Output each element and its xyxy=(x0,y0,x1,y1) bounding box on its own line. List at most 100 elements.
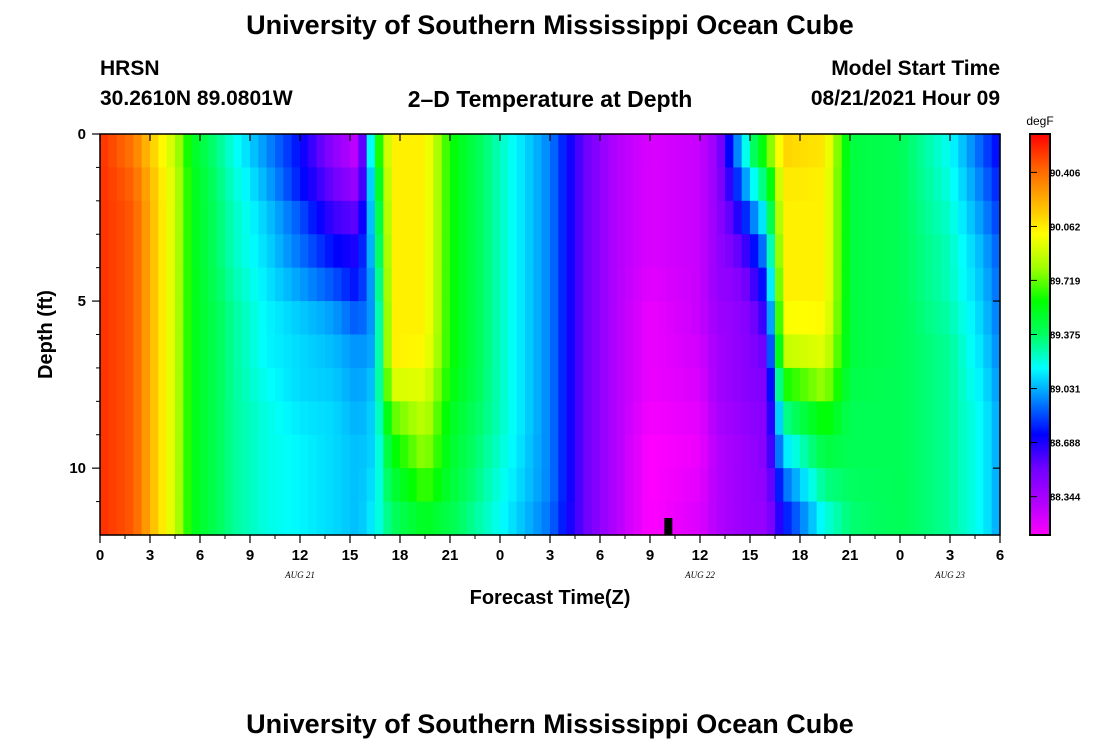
heatmap-cell xyxy=(891,468,901,503)
heatmap-cell xyxy=(866,134,876,169)
heatmap-cell xyxy=(741,134,751,169)
heatmap-cell xyxy=(341,367,351,402)
heatmap-cell xyxy=(291,134,301,169)
heatmap-cell xyxy=(316,468,326,503)
heatmap-cell xyxy=(675,267,684,302)
heatmap-cell xyxy=(250,134,259,169)
colorbar-units: degF xyxy=(1026,114,1053,128)
heatmap-cell xyxy=(666,200,676,235)
heatmap-cell xyxy=(283,434,293,469)
x-tick-label: 18 xyxy=(792,547,809,564)
heatmap-cell xyxy=(433,401,443,436)
heatmap-cell xyxy=(400,200,409,235)
heatmap-cell xyxy=(783,334,793,369)
heatmap-cell xyxy=(416,468,426,503)
heatmap-cell xyxy=(258,334,268,369)
heatmap-cell xyxy=(300,167,309,202)
heatmap-cell xyxy=(383,301,393,336)
heatmap-cell xyxy=(291,434,301,469)
heatmap-cell xyxy=(100,134,109,169)
heatmap-cell xyxy=(758,468,768,503)
heatmap-cell xyxy=(950,134,959,169)
heatmap-cell xyxy=(908,367,918,402)
heatmap-cell xyxy=(608,401,618,436)
heatmap-cell xyxy=(575,134,584,169)
heatmap-cell xyxy=(666,434,676,469)
heatmap-cell xyxy=(891,434,901,469)
heatmap-cell xyxy=(375,468,384,503)
heatmap-cell xyxy=(650,267,659,302)
heatmap-cell xyxy=(425,167,434,202)
heatmap-cell xyxy=(575,468,584,503)
heatmap-cell xyxy=(675,401,684,436)
heatmap-cell xyxy=(525,167,534,202)
heatmap-cell xyxy=(883,334,893,369)
heatmap-cell xyxy=(116,401,126,436)
heatmap-cell xyxy=(800,434,809,469)
heatmap-cell xyxy=(183,434,193,469)
heatmap-cell xyxy=(416,434,426,469)
heatmap-cell xyxy=(733,134,743,169)
heatmap-cell xyxy=(958,501,968,536)
heatmap-cell xyxy=(608,134,618,169)
heatmap-cell xyxy=(150,367,159,402)
heatmap-cell xyxy=(875,434,884,469)
heatmap-cell xyxy=(150,301,159,336)
heatmap-cell xyxy=(841,434,851,469)
heatmap-cell xyxy=(133,334,143,369)
heatmap-cell xyxy=(475,134,484,169)
heatmap-cell xyxy=(633,134,643,169)
heatmap-cell xyxy=(466,401,476,436)
heatmap-cell xyxy=(141,367,151,402)
heatmap-cell xyxy=(133,468,143,503)
heatmap-cell xyxy=(908,301,918,336)
heatmap-cell xyxy=(616,267,626,302)
heatmap-cell xyxy=(183,334,193,369)
heatmap-cell xyxy=(241,501,251,536)
heatmap-cell xyxy=(700,501,709,536)
heatmap-cell xyxy=(283,401,293,436)
heatmap-cell xyxy=(175,200,184,235)
heatmap-cell xyxy=(375,401,384,436)
heatmap-cell xyxy=(325,301,334,336)
heatmap-cell xyxy=(841,301,851,336)
heatmap-cell xyxy=(500,501,509,536)
heatmap-cell xyxy=(141,434,151,469)
heatmap-cell xyxy=(916,134,926,169)
heatmap-cell xyxy=(966,468,976,503)
heatmap-cell xyxy=(550,234,559,269)
heatmap-cell xyxy=(975,401,984,436)
heatmap-cell xyxy=(925,468,934,503)
heatmap-cell xyxy=(366,334,376,369)
y-axis-title: Depth (ft) xyxy=(35,290,57,379)
heatmap-cell xyxy=(950,234,959,269)
heatmap-cell xyxy=(900,468,909,503)
heatmap-cell xyxy=(458,234,468,269)
heatmap-cell xyxy=(958,301,968,336)
heatmap-cell xyxy=(225,134,234,169)
heatmap-cell xyxy=(441,468,451,503)
heatmap-cell xyxy=(475,501,484,536)
heatmap-cell xyxy=(808,434,818,469)
heatmap-cell xyxy=(516,267,526,302)
heatmap-cell xyxy=(658,434,668,469)
heatmap-cell xyxy=(900,267,909,302)
heatmap-cell xyxy=(250,301,259,336)
heatmap-cell xyxy=(450,334,459,369)
footer-title: University of Southern Mississippi Ocean… xyxy=(246,709,854,739)
heatmap-cell xyxy=(425,200,434,235)
heatmap-cell xyxy=(550,200,559,235)
heatmap-cell xyxy=(766,501,776,536)
heatmap-cell xyxy=(683,167,693,202)
heatmap-cell xyxy=(233,167,243,202)
heatmap-cell xyxy=(100,434,109,469)
heatmap-cell xyxy=(483,501,493,536)
heatmap-cell xyxy=(575,434,584,469)
heatmap-cell xyxy=(400,501,409,536)
heatmap-cell xyxy=(375,234,384,269)
heatmap-cell xyxy=(233,267,243,302)
heatmap-cell xyxy=(891,334,901,369)
heatmap-cell xyxy=(183,234,193,269)
heatmap-cell xyxy=(425,434,434,469)
heatmap-cell xyxy=(600,200,609,235)
